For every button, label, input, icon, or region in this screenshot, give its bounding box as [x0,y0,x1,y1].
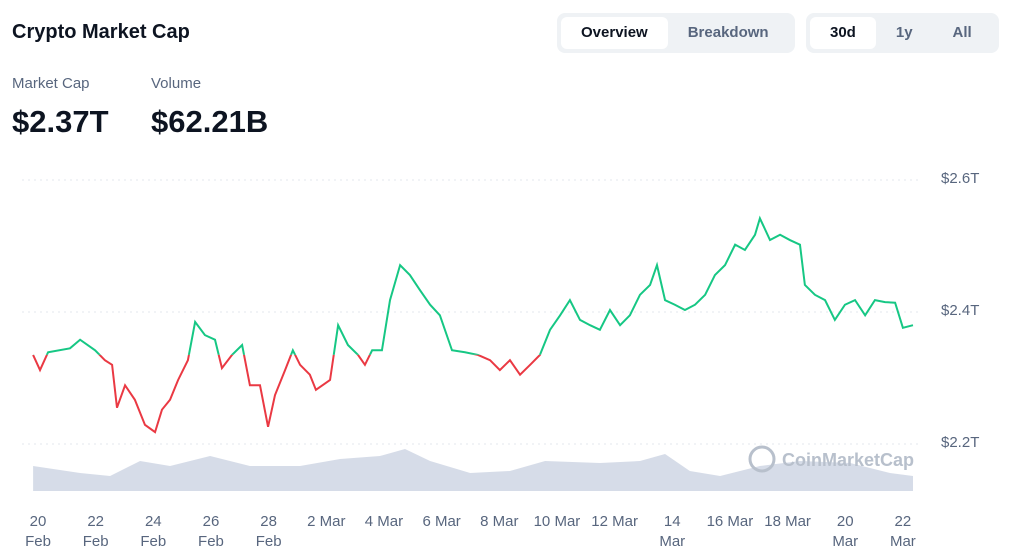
market-cap-line-down [33,218,913,432]
y-tick-label: $2.6T [941,170,979,187]
y-tick-label: $2.2T [941,434,979,451]
x-tick-label: 6 Mar [412,512,472,532]
y-tick-label: $2.4T [941,302,979,319]
x-tick-label: 2 Mar [296,512,356,532]
x-tick-label: 12 Mar [585,512,645,532]
market-cap-line-up [33,218,913,432]
svg-text:CoinMarketCap: CoinMarketCap [782,450,914,470]
x-tick-label: 18 Mar [758,512,818,532]
x-tick-label: 4 Mar [354,512,414,532]
market-cap-chart[interactable]: CoinMarketCap [0,0,1015,537]
x-tick-label: 16 Mar [700,512,760,532]
x-tick-label: 8 Mar [469,512,529,532]
x-tick-label: 10 Mar [527,512,587,532]
volume-area [33,449,913,491]
